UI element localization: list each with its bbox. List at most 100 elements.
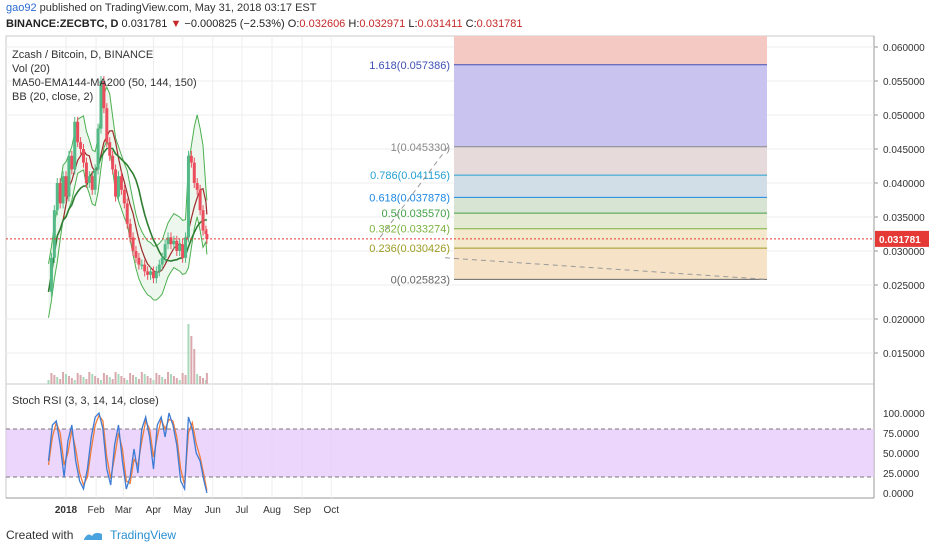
candle-body bbox=[61, 176, 65, 204]
candle-body bbox=[81, 149, 85, 163]
candle-body bbox=[146, 271, 150, 275]
time-tick-label: 2018 bbox=[55, 505, 78, 516]
stoch-tick-label: 100.0000 bbox=[883, 409, 925, 420]
volume-bar bbox=[205, 373, 208, 384]
candle-body bbox=[160, 257, 164, 265]
fib-zone bbox=[454, 197, 767, 214]
volume-bar bbox=[167, 372, 170, 384]
created-with: Created with bbox=[6, 528, 74, 542]
axes: 0.060000 0.055000 0.050000 0.045000 0.040000… bbox=[55, 43, 925, 516]
last-price-tag-label: 0.031781 bbox=[879, 235, 921, 246]
candle-body bbox=[114, 169, 118, 197]
volume-bar bbox=[164, 379, 167, 384]
price-tick-label: 0.020000 bbox=[883, 315, 925, 326]
volume-bar bbox=[56, 377, 59, 384]
volume-bar bbox=[117, 374, 120, 384]
time-tick-label: Oct bbox=[324, 505, 340, 516]
time-tick-label: Feb bbox=[88, 505, 106, 516]
candle-body bbox=[149, 271, 153, 275]
volume-bar bbox=[88, 372, 91, 384]
volume-bar bbox=[50, 373, 53, 384]
volume-bar bbox=[202, 378, 205, 384]
candle-body bbox=[189, 155, 193, 163]
legend-vol: Vol (20) bbox=[12, 63, 50, 75]
volume-bar bbox=[132, 375, 135, 384]
volume-bar bbox=[76, 373, 79, 384]
price-chart[interactable]: 1.618(0.057386) 1(0.045330) 0.786(0.041156… bbox=[0, 0, 932, 520]
volume-bar bbox=[169, 374, 172, 384]
candle-body bbox=[84, 162, 88, 183]
fib-zone bbox=[454, 213, 767, 229]
candle-body bbox=[169, 237, 173, 245]
candle-body bbox=[192, 162, 196, 183]
volume-bar bbox=[47, 380, 50, 384]
volume-bar bbox=[193, 349, 196, 384]
candle-body bbox=[175, 240, 179, 251]
publish-info: published on TradingView.com, May 31, 20… bbox=[39, 2, 317, 14]
volume-bar bbox=[149, 378, 152, 384]
volume-bar bbox=[196, 374, 199, 384]
volume-bar bbox=[85, 379, 88, 384]
volume-bar bbox=[94, 376, 97, 384]
candle-body bbox=[73, 121, 77, 170]
time-tick-label: Jun bbox=[205, 505, 221, 516]
last-price: 0.031781 bbox=[121, 18, 168, 30]
candle-body bbox=[108, 142, 112, 156]
candle-body bbox=[93, 169, 97, 190]
candle-body bbox=[122, 189, 126, 204]
volume-bar bbox=[181, 373, 184, 384]
price-tick-label: 0.035000 bbox=[883, 213, 925, 224]
candle-body bbox=[90, 176, 94, 190]
candle-body bbox=[131, 237, 135, 251]
price-tick-label: 0.050000 bbox=[883, 111, 925, 122]
fib-zone bbox=[454, 146, 767, 176]
volume-bar bbox=[111, 379, 114, 384]
fib-zone bbox=[454, 175, 767, 198]
fib-level-label: 0(0.025823) bbox=[391, 274, 450, 286]
legend-title: Zcash / Bitcoin, D, BINANCE bbox=[12, 49, 153, 61]
volume-bar bbox=[155, 373, 158, 384]
volume-bar bbox=[53, 375, 56, 384]
volume-bar bbox=[97, 378, 100, 384]
fibonacci-retracement[interactable]: 1.618(0.057386) 1(0.045330) 0.786(0.041156… bbox=[369, 36, 768, 286]
volume-bar bbox=[146, 376, 149, 384]
tradingview-brand[interactable]: TradingView bbox=[110, 528, 177, 542]
volume-bar bbox=[59, 379, 62, 384]
volume-bar bbox=[134, 377, 137, 384]
volume-bar bbox=[79, 375, 82, 384]
time-tick-label: Apr bbox=[146, 505, 162, 516]
legend: Zcash / Bitcoin, D, BINANCE Vol (20) MA5… bbox=[12, 49, 197, 407]
volume-bar bbox=[91, 374, 94, 384]
candle-body bbox=[76, 121, 80, 143]
candle-body bbox=[201, 210, 205, 231]
high-label: H: bbox=[348, 18, 360, 30]
candle-body bbox=[55, 183, 59, 211]
price-tick-label: 0.030000 bbox=[883, 247, 925, 258]
legend-bb: BB (20, close, 2) bbox=[12, 91, 93, 103]
candles: 0.031781 bbox=[6, 76, 929, 297]
stoch-tick-label: 50.0000 bbox=[883, 449, 920, 460]
candle-body bbox=[184, 237, 188, 258]
publish-header: gao92 published on TradingView.com, May … bbox=[6, 2, 316, 14]
stoch-tick-label: 75.0000 bbox=[883, 429, 920, 440]
candle-body bbox=[186, 155, 190, 238]
time-tick-label: May bbox=[173, 505, 192, 516]
price-tick-label: 0.055000 bbox=[883, 77, 925, 88]
price-change: −0.000825 (−2.53%) bbox=[184, 18, 285, 30]
candle-body bbox=[99, 81, 103, 129]
stoch-k-line bbox=[47, 411, 208, 494]
price-tick-label: 0.060000 bbox=[883, 43, 925, 54]
low-value: 0.031411 bbox=[417, 18, 463, 30]
candle-body bbox=[58, 183, 62, 204]
volume-bar bbox=[137, 379, 140, 384]
time-tick-label: Sep bbox=[293, 505, 311, 516]
author-link[interactable]: gao92 bbox=[6, 2, 37, 14]
volume-bar bbox=[99, 380, 102, 384]
volume-bar bbox=[175, 378, 178, 384]
volume-bar bbox=[129, 373, 132, 384]
volume-bar bbox=[102, 373, 105, 384]
volume-bar bbox=[82, 377, 85, 384]
legend-ma: MA50-EMA144-MA200 (50, 144, 150) bbox=[12, 77, 197, 89]
volume-bar bbox=[143, 374, 146, 384]
tradingview-logo-icon bbox=[83, 532, 102, 540]
